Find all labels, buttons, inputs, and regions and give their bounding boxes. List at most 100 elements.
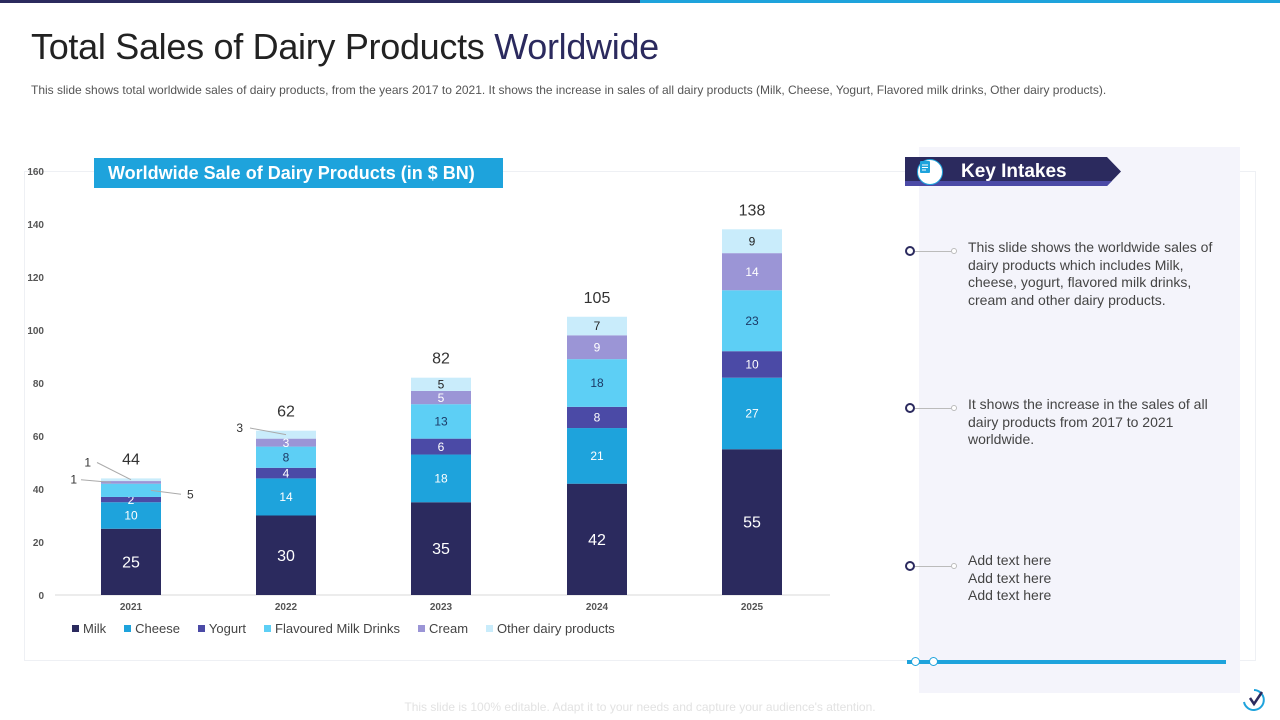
y-tick-label: 40 [33,485,45,496]
bar-value-label: 27 [745,407,759,421]
bar-segment [101,502,161,529]
legend-item-flavoured-milk: Flavoured Milk Drinks [264,621,400,636]
bar-value-label: 42 [588,532,606,549]
panel-bar-knob-2 [929,657,938,666]
intake-bullet-2 [905,403,965,415]
legend-label-flavoured-milk: Flavoured Milk Drinks [275,621,401,636]
bar-segment [567,483,627,595]
bar-segment [101,528,161,595]
bar-value-label: 18 [590,376,604,390]
callout-leader-line [249,427,287,436]
y-tick-label: 140 [27,220,44,231]
bar-value-label: 35 [432,541,450,558]
bar-value-label: 8 [594,411,601,425]
legend-label-yogurt: Yogurt [208,621,247,636]
bar-segment [256,430,316,439]
bar-segment [411,390,471,405]
stacked-bar-chart: 0204060801001201401602510244202130144836… [27,167,830,613]
page-title-part1: Total Sales of Dairy Products [31,26,495,67]
legend-item-yogurt: Yogurt [197,621,247,636]
bar-value-label: 10 [745,358,759,372]
bar-total-label: 138 [739,202,766,219]
legend-swatch-cheese [124,625,132,632]
bar-value-label: 14 [745,265,759,279]
brand-logo-icon [1243,689,1265,711]
bar-segment [411,377,471,391]
key-intakes-header-shape [905,157,1121,186]
bar-segment [567,428,627,484]
y-tick-label: 20 [33,538,45,549]
legend-swatch-flavoured-milk [264,625,272,632]
panel-bottom-bar [907,660,1226,664]
legend-item-cheese: Cheese [124,621,180,636]
bar-segment [722,253,782,291]
bar-value-label: 7 [594,319,601,333]
bar-segment [411,502,471,595]
bar-value-label: 55 [743,515,761,532]
legend-item-cream: Cream [418,621,468,636]
bar-segment [722,351,782,378]
chart-title: Worldwide Sale of Dairy Products (in $ B… [94,158,503,188]
bar-segment [411,454,471,503]
y-tick-label: 160 [27,167,44,178]
panel-bar-knob-1 [911,657,920,666]
top-accent-bar-light [640,0,1280,3]
bar-segment [567,406,627,429]
bar-value-label: 10 [124,509,138,523]
legend-item-milk: Milk [72,621,106,636]
legend-swatch-yogurt [197,625,205,632]
bar-value-label: 3 [283,436,290,450]
y-tick-label: 100 [27,326,44,337]
legend-label-other: Other dairy products [497,621,615,636]
bar-segment [411,438,471,455]
bar-value-label: 30 [277,548,295,565]
legend-label-cheese: Cheese [135,621,180,636]
chart-legend: Milk Cheese Yogurt Flavoured Milk Drinks… [72,621,633,636]
y-tick-label: 0 [38,591,44,602]
bar-value-label: 5 [438,391,445,405]
y-tick-label: 120 [27,273,44,284]
bar-segment [256,467,316,479]
bar-value-label: 13 [434,415,448,429]
page-subtitle: This slide shows total worldwide sales o… [31,83,1107,97]
legend-label-cream: Cream [429,621,469,636]
key-intakes-title: Key Intakes [961,161,1067,182]
bar-segment [567,316,627,336]
y-tick-label: 80 [33,379,45,390]
bar-total-label: 82 [432,351,450,368]
legend-swatch-milk [72,625,79,632]
bar-value-label: 5 [438,378,445,392]
callout-leader-line [96,462,132,481]
callout-value-label: 3 [236,421,243,435]
x-tick-label: 2021 [120,602,143,613]
bar-segment [722,229,782,254]
bar-value-label: 9 [594,340,601,354]
intake-text-2: It shows the increase in the sales of al… [968,396,1208,447]
notepad-icon [917,159,943,185]
callout-value-label: 1 [70,473,77,487]
bar-segment [101,481,161,484]
intake-text-3: Add text here Add text here Add text her… [968,552,1052,603]
bar-segment [411,404,471,439]
bar-segment [256,478,316,516]
bar-value-label: 4 [283,466,290,480]
callout-value-label: 5 [187,487,194,501]
bar-total-label: 44 [122,451,140,468]
x-tick-label: 2024 [586,602,609,613]
intake-bullet-3 [905,561,965,573]
bar-value-label: 14 [279,490,293,504]
callout-leader-line [150,489,182,495]
top-accent-bar-dark [0,0,640,3]
x-tick-label: 2025 [741,602,764,613]
bar-value-label: 25 [122,554,140,571]
bar-segment [722,377,782,450]
callout-value-label: 1 [84,456,91,470]
bar-segment [256,446,316,468]
y-tick-label: 60 [33,432,45,443]
bar-segment [256,515,316,595]
bar-total-label: 62 [277,404,295,421]
bar-segment [722,290,782,352]
bar-value-label: 9 [749,234,756,248]
page-title: Total Sales of Dairy Products Worldwide [31,26,659,68]
bar-value-label: 21 [590,449,604,463]
